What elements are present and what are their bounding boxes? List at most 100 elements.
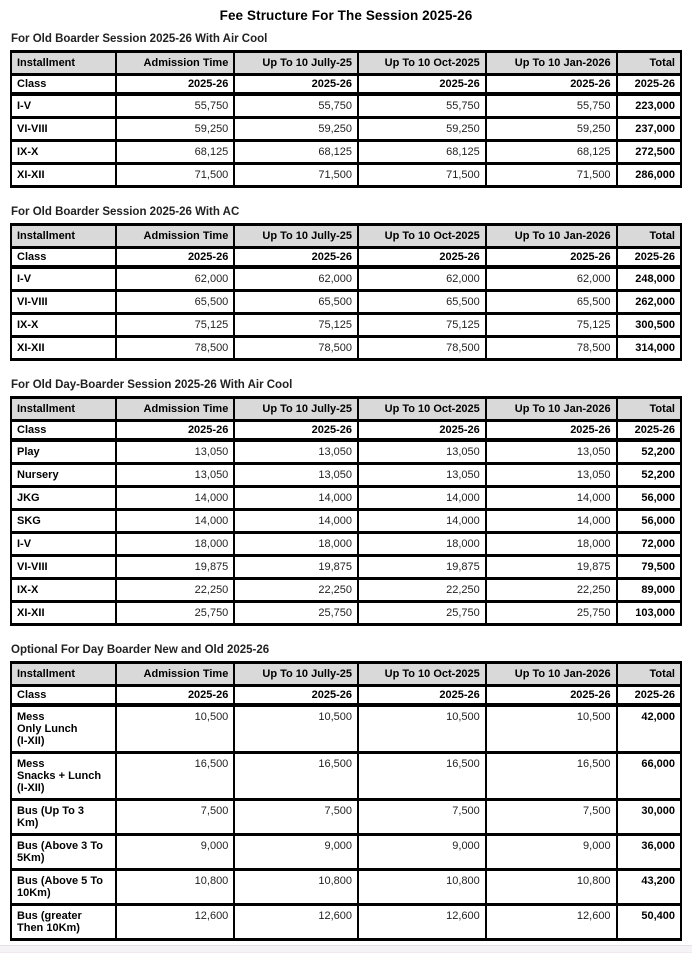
table-row: VI-VIII 65,500 65,500 65,500 65,500 262,000 (10, 289, 683, 315)
class-year-cell: 2025-26 (357, 73, 487, 96)
column-header: Total (615, 661, 683, 687)
class-row: Class 2025-26 2025-26 2025-26 2025-26 2025-26 (10, 684, 683, 707)
class-year-cell: 2025-26 (357, 684, 487, 707)
row-label-cell: IX-X (10, 577, 117, 603)
fee-value-cell: 10,500 (233, 703, 360, 754)
row-label-cell: VI-VIII (10, 554, 117, 580)
fee-value-cell: 22,250 (484, 577, 618, 603)
class-year-cell: 2025-26 (233, 684, 360, 707)
column-header: Installment (10, 223, 117, 249)
fee-value-cell: 13,050 (114, 438, 236, 465)
fee-value-cell: 16,500 (233, 751, 360, 801)
table-row: I-V 18,000 18,000 18,000 18,000 72,000 (10, 531, 683, 557)
total-cell: 50,400 (615, 903, 683, 941)
table-row: IX-X 22,250 22,250 22,250 22,250 89,000 (10, 577, 683, 603)
column-header: Up To 10 Jully-25 (233, 661, 360, 687)
fee-table: Installment Admission Time Up To 10 Jully-… (10, 223, 683, 361)
fee-value-cell: 16,500 (484, 751, 618, 801)
table-row: VI-VIII 19,875 19,875 19,875 19,875 79,500 (10, 554, 683, 580)
total-cell: 52,200 (615, 438, 683, 465)
row-label-cell: I-V (10, 92, 117, 119)
fee-value-cell: 13,050 (233, 438, 360, 465)
fee-value-cell: 78,500 (233, 335, 360, 361)
class-row: Class 2025-26 2025-26 2025-26 2025-26 2025-26 (10, 419, 683, 442)
header-row: Installment Admission Time Up To 10 Jully-… (10, 661, 683, 687)
table-row: Play 13,050 13,050 13,050 13,050 52,200 (10, 438, 683, 465)
column-header: Admission Time (114, 396, 236, 422)
section-title: Optional For Day Boarder New and Old 202… (11, 644, 270, 656)
fee-value-cell: 14,000 (233, 508, 360, 534)
fee-value-cell: 65,500 (357, 289, 487, 315)
fee-value-cell: 10,800 (233, 868, 360, 906)
total-cell: 300,500 (615, 312, 683, 338)
class-row: Class 2025-26 2025-26 2025-26 2025-26 2025-26 (10, 73, 683, 96)
total-cell: 314,000 (615, 335, 683, 361)
class-year-cell: 2025-26 (615, 73, 683, 96)
total-cell: 30,000 (615, 798, 683, 836)
bottom-strip (0, 945, 692, 953)
class-year-cell: 2025-26 (357, 419, 487, 442)
fee-value-cell: 13,050 (233, 462, 360, 488)
table-row: Bus (greater Then 10Km) 12,600 12,600 12,60… (10, 903, 683, 941)
class-year-cell: 2025-26 (114, 684, 236, 707)
row-label-cell: SKG (10, 508, 117, 534)
table-row: IX-X 68,125 68,125 68,125 68,125 272,500 (10, 139, 683, 165)
fee-value-cell: 13,050 (484, 462, 618, 488)
column-header: Up To 10 Jully-25 (233, 396, 360, 422)
row-label-cell: Bus (greater Then 10Km) (10, 903, 117, 941)
column-header: Up To 10 Jan-2026 (484, 50, 618, 76)
fee-value-cell: 75,125 (233, 312, 360, 338)
fee-value-cell: 9,000 (233, 833, 360, 871)
fee-value-cell: 62,000 (114, 265, 236, 292)
class-year-cell: 2025-26 (233, 246, 360, 269)
fee-value-cell: 71,500 (114, 162, 236, 188)
fee-value-cell: 16,500 (357, 751, 487, 801)
row-label-cell: Bus (Above 5 To 10Km) (10, 868, 117, 906)
class-year-cell: 2025-26 (114, 419, 236, 442)
fee-value-cell: 25,750 (484, 600, 618, 626)
row-label-cell: IX-X (10, 139, 117, 165)
section-title: For Old Boarder Session 2025-26 With AC (11, 206, 240, 218)
fee-value-cell: 12,600 (114, 903, 236, 941)
column-header: Up To 10 Oct-2025 (357, 396, 487, 422)
fee-value-cell: 55,750 (114, 92, 236, 119)
fee-value-cell: 18,000 (357, 531, 487, 557)
row-label-cell: Nursery (10, 462, 117, 488)
column-header: Up To 10 Jan-2026 (484, 223, 618, 249)
column-header: Up To 10 Jan-2026 (484, 396, 618, 422)
section-title: For Old Boarder Session 2025-26 With Air… (11, 33, 268, 45)
row-label-cell: XI-XII (10, 600, 117, 626)
section-title: For Old Day-Boarder Session 2025-26 With… (11, 379, 293, 391)
fee-value-cell: 65,500 (114, 289, 236, 315)
fee-value-cell: 62,000 (233, 265, 360, 292)
total-cell: 42,000 (615, 703, 683, 754)
fee-value-cell: 68,125 (357, 139, 487, 165)
column-header: Admission Time (114, 223, 236, 249)
table-row: Mess Only Lunch (I-XII) 10,500 10,500 10,50… (10, 703, 683, 754)
table-row: SKG 14,000 14,000 14,000 14,000 56,000 (10, 508, 683, 534)
fee-value-cell: 59,250 (233, 116, 360, 142)
class-year-cell: 2025-26 (484, 246, 618, 269)
table-row: IX-X 75,125 75,125 75,125 75,125 300,500 (10, 312, 683, 338)
row-label-cell: Class (10, 684, 117, 707)
table-row: Bus (Above 5 To 10Km) 10,800 10,800 10,800 1… (10, 868, 683, 906)
row-label-cell: I-V (10, 531, 117, 557)
total-cell: 89,000 (615, 577, 683, 603)
fee-value-cell: 14,000 (357, 485, 487, 511)
header-row: Installment Admission Time Up To 10 Jully-… (10, 396, 683, 422)
class-year-cell: 2025-26 (484, 684, 618, 707)
row-label-cell: Class (10, 73, 117, 96)
fee-value-cell: 75,125 (484, 312, 618, 338)
fee-value-cell: 10,500 (114, 703, 236, 754)
class-year-cell: 2025-26 (233, 73, 360, 96)
fee-table: Installment Admission Time Up To 10 Jully-… (10, 661, 683, 941)
fee-value-cell: 19,875 (484, 554, 618, 580)
column-header: Up To 10 Jully-25 (233, 223, 360, 249)
fee-value-cell: 55,750 (484, 92, 618, 119)
total-cell: 56,000 (615, 508, 683, 534)
table-row: Nursery 13,050 13,050 13,050 13,050 52,200 (10, 462, 683, 488)
fee-value-cell: 12,600 (357, 903, 487, 941)
fee-value-cell: 68,125 (114, 139, 236, 165)
fee-table: Installment Admission Time Up To 10 Jully-… (10, 50, 683, 188)
